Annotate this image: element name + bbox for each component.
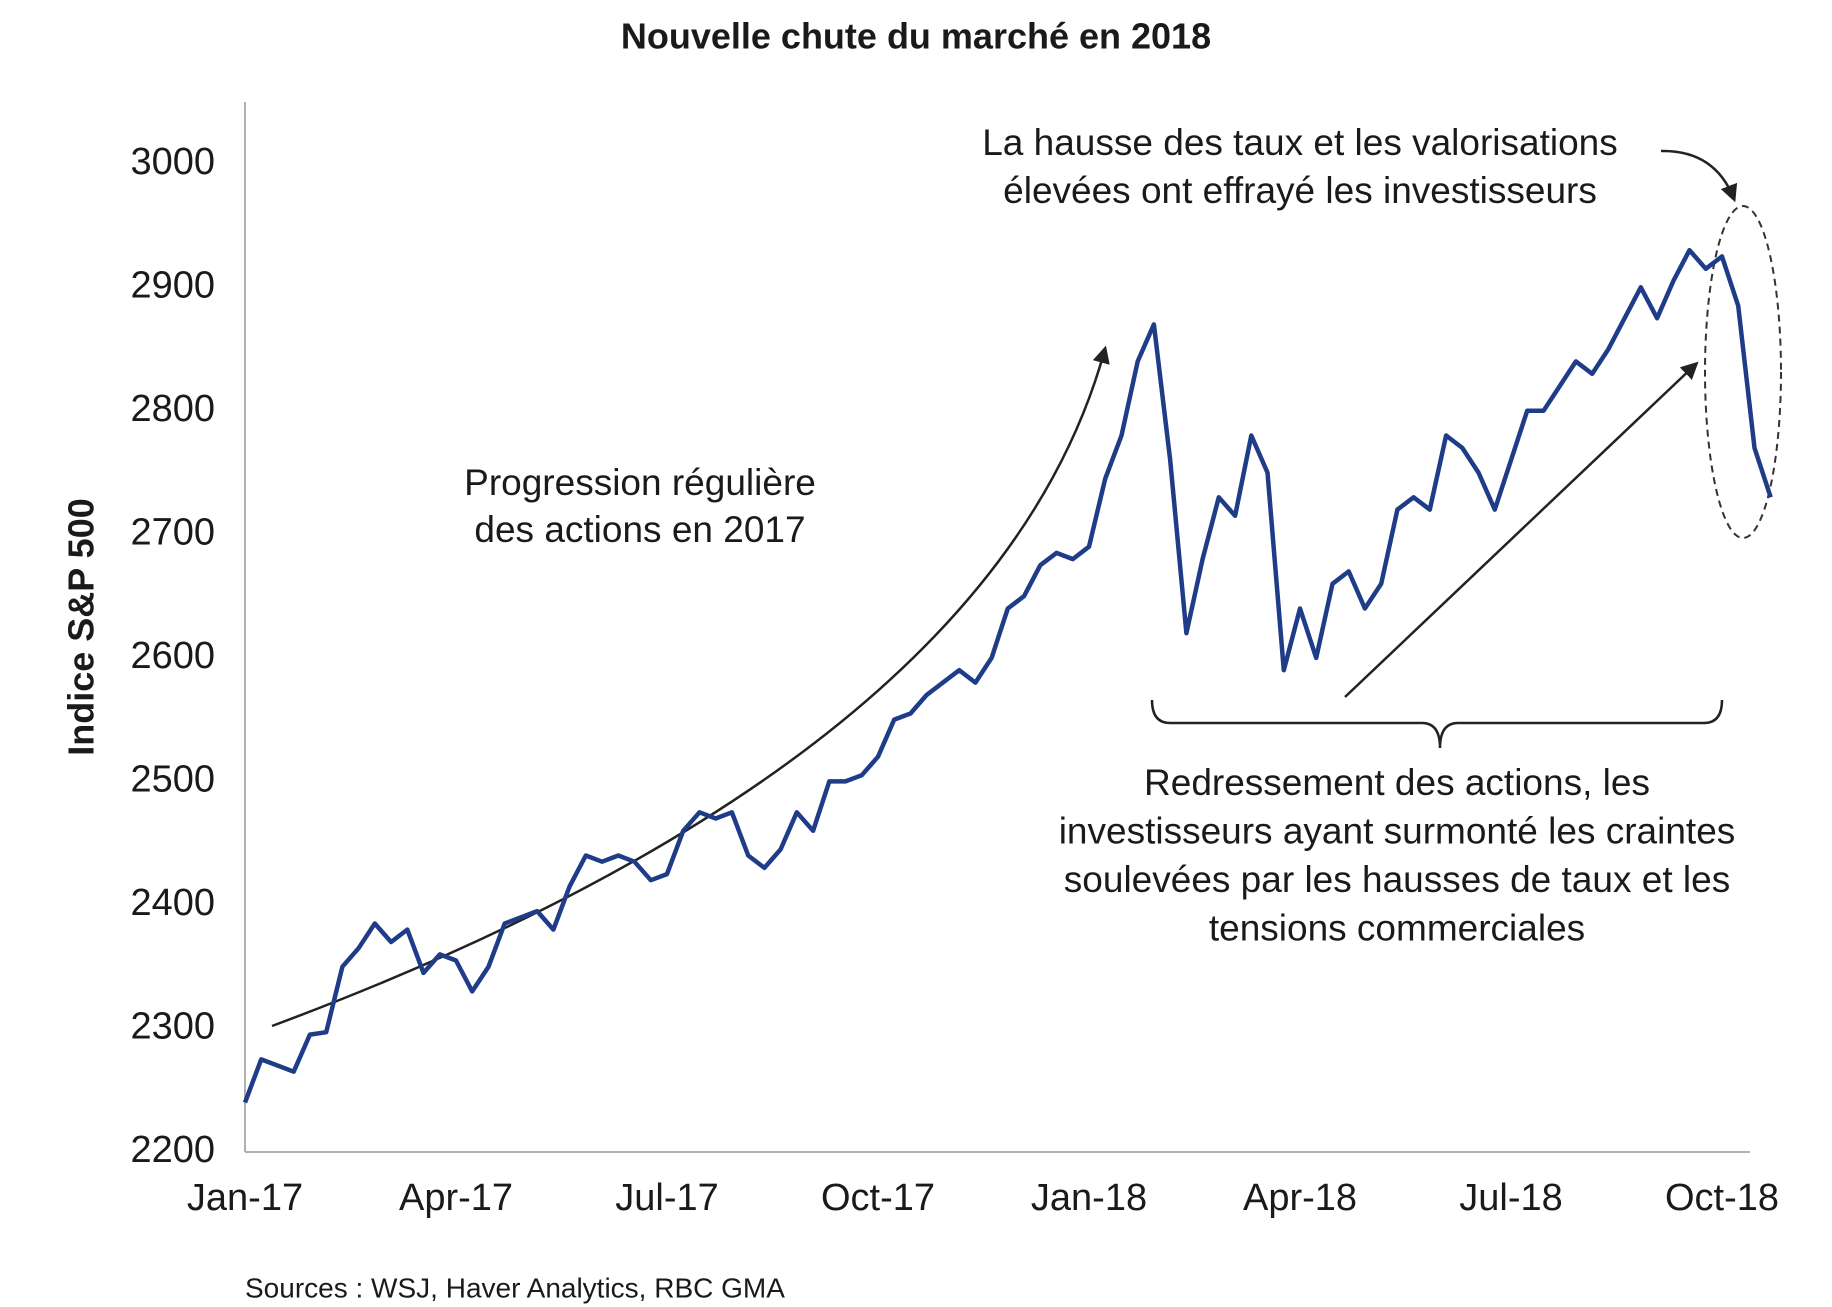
annotation: des actions en 2017 — [474, 509, 805, 550]
annotation: Redressement des actions, les — [1144, 762, 1650, 803]
annotation: investisseurs ayant surmonté les crainte… — [1059, 810, 1736, 851]
chart-title: Nouvelle chute du marché en 2018 — [621, 16, 1211, 57]
x-tick-label: Jul-18 — [1459, 1177, 1563, 1219]
y-tick-label: 2200 — [130, 1129, 215, 1171]
y-tick-label: 2900 — [130, 264, 215, 306]
annotation: soulevées par les hausses de taux et les — [1064, 859, 1730, 900]
annotation: La hausse des taux et les valorisations — [982, 122, 1618, 163]
bracket — [1150, 699, 1724, 749]
arrow — [1660, 149, 1738, 203]
x-tick-label: Oct-18 — [1665, 1177, 1779, 1219]
annotation: tensions commerciales — [1209, 907, 1585, 948]
y-tick-label: 2700 — [130, 511, 215, 553]
y-tick-label: 2400 — [130, 882, 215, 924]
y-tick-label: 2600 — [130, 635, 215, 677]
line-series — [242, 247, 1773, 1104]
x-tick-label: Oct-17 — [821, 1177, 935, 1219]
arrow — [271, 345, 1110, 1028]
highlight-ellipse — [1704, 205, 1782, 539]
y-axis-label: Indice S&P 500 — [61, 498, 102, 755]
x-tick-label: Jan-18 — [1031, 1177, 1147, 1219]
annotation: Progression régulière — [464, 462, 816, 503]
y-tick-label: 2500 — [130, 758, 215, 800]
source: Sources : WSJ, Haver Analytics, RBC GMA — [245, 1272, 785, 1303]
x-tick-label: Jan-17 — [187, 1177, 303, 1219]
y-tick-label: 3000 — [130, 141, 215, 183]
y-tick-label: 2300 — [130, 1006, 215, 1048]
annotation: élevées ont effrayé les investisseurs — [1003, 170, 1597, 211]
y-tick-label: 2800 — [130, 388, 215, 430]
x-tick-label: Jul-17 — [615, 1177, 719, 1219]
x-tick-label: Apr-18 — [1243, 1177, 1357, 1219]
x-tick-label: Apr-17 — [399, 1177, 513, 1219]
arrow — [1344, 361, 1699, 698]
